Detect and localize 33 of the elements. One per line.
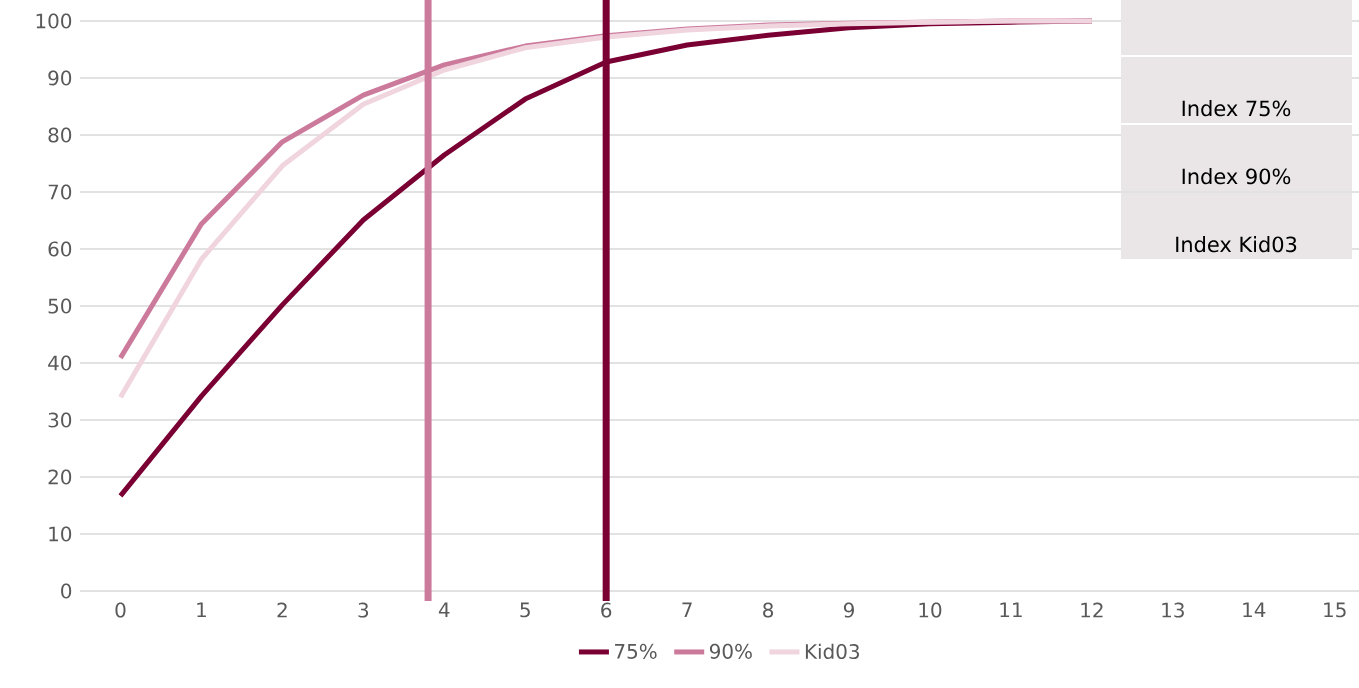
- y-tick-label: 90: [48, 70, 72, 86]
- x-tick-label: 6: [601, 602, 612, 618]
- legend-label: 90%: [709, 643, 752, 659]
- x-tick-label: 12: [1081, 602, 1103, 618]
- x-tick-label: 0: [115, 602, 126, 618]
- x-tick-label: 5: [520, 602, 530, 618]
- x-tick-label: 8: [763, 602, 774, 618]
- y-tick-label: 80: [48, 127, 72, 143]
- x-tick-label: 2: [277, 602, 287, 618]
- x-tick-label: 7: [682, 602, 692, 618]
- x-tick-label: 1: [197, 602, 206, 618]
- x-tick-label: 4: [438, 602, 450, 618]
- y-tick-label: 70: [48, 184, 72, 200]
- y-tick-label: 20: [48, 469, 72, 485]
- y-tick-label: 10: [49, 526, 72, 542]
- annotation: Index Kid03: [1176, 236, 1297, 253]
- legend-label: 75%: [615, 643, 657, 659]
- x-tick-label: 14: [1243, 602, 1266, 618]
- x-tick-label: 9: [843, 602, 854, 618]
- y-tick-label: 100: [36, 13, 72, 29]
- y-tick-label: 0: [61, 583, 72, 599]
- x-tick-label: 15: [1324, 602, 1346, 618]
- y-tick-label: 30: [48, 412, 72, 428]
- x-tick-label: 13: [1162, 602, 1184, 618]
- y-tick-label: 40: [48, 355, 72, 371]
- annotation: Index 75%: [1182, 100, 1291, 117]
- legend-label: Kid03: [805, 643, 859, 660]
- annotation: Index 90%: [1182, 168, 1291, 185]
- x-tick-label: 3: [358, 602, 369, 618]
- x-tick-label: 11: [1000, 602, 1022, 618]
- x-tick-label: 10: [919, 602, 942, 618]
- y-tick-label: 60: [48, 241, 72, 257]
- y-tick-label: 50: [48, 298, 72, 314]
